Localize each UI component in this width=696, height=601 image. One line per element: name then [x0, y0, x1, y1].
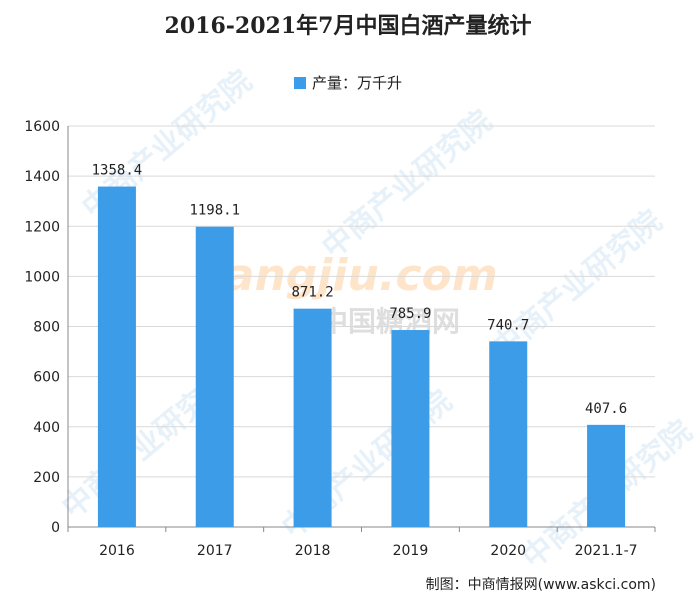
- bar: [391, 330, 430, 527]
- y-tick-label: 1000: [24, 269, 60, 285]
- x-tick-label: 2017: [197, 543, 233, 559]
- bar: [195, 226, 234, 527]
- x-tick-label: 2019: [393, 543, 429, 559]
- x-tick-label: 2016: [99, 543, 135, 559]
- data-label: 740.7: [487, 317, 529, 333]
- bar: [489, 341, 528, 527]
- data-label: 785.9: [389, 306, 431, 322]
- y-tick-label: 800: [33, 320, 60, 336]
- y-tick-label: 400: [33, 420, 60, 436]
- x-tick-label: 2020: [490, 543, 526, 559]
- source-credit: 制图：中商情报网(www.askci.com): [425, 577, 656, 593]
- y-tick-label: 1200: [24, 219, 60, 235]
- data-label: 407.6: [585, 401, 627, 417]
- chart-title: 2016-2021年7月中国白酒产量统计: [164, 13, 532, 39]
- data-label: 1358.4: [92, 163, 143, 179]
- y-tick-label: 600: [33, 370, 60, 386]
- y-tick-label: 200: [33, 470, 60, 486]
- x-tick-label: 2018: [295, 543, 331, 559]
- bar: [587, 424, 626, 527]
- legend-swatch: [293, 76, 306, 89]
- y-tick-label: 1600: [24, 119, 60, 135]
- bar: [293, 308, 332, 527]
- legend: 产量：万千升: [0, 72, 696, 93]
- y-tick-label: 0: [51, 520, 60, 536]
- bar: [97, 186, 136, 527]
- x-tick-label: 2021.1-7: [575, 543, 638, 559]
- data-label: 1198.1: [189, 203, 240, 219]
- y-tick-label: 1400: [24, 169, 60, 185]
- legend-label: 产量：万千升: [311, 74, 402, 92]
- data-label: 871.2: [292, 285, 334, 301]
